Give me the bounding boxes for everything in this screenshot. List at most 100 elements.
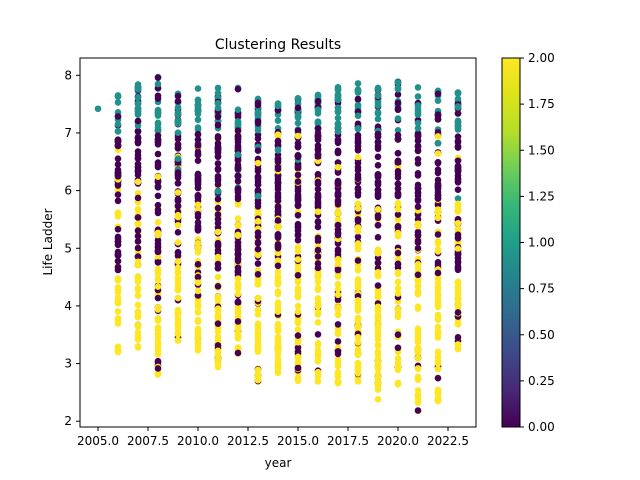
scatter-point [294, 339, 302, 346]
scatter-point [334, 191, 342, 198]
scatter-point [234, 151, 242, 158]
scatter-point [334, 303, 342, 311]
scatter-point [394, 355, 402, 362]
scatter-point [254, 311, 262, 318]
colorbar-tick-label: 1.00 [528, 236, 555, 250]
scatter-point [214, 354, 222, 362]
scatter-point [274, 326, 282, 334]
scatter-point [334, 291, 342, 299]
y-tick-label: 8 [64, 68, 72, 82]
scatter-point [234, 298, 242, 305]
scatter-point [294, 185, 302, 193]
scatter-point [254, 147, 262, 155]
scatter-point [174, 239, 182, 246]
scatter-point [374, 115, 382, 123]
scatter-point [194, 279, 202, 286]
scatter-point [314, 134, 322, 141]
y-axis-label: Life Ladder [41, 208, 55, 275]
scatter-point [374, 130, 382, 138]
scatter-point [254, 306, 262, 314]
scatter-point [154, 159, 162, 166]
scatter-point [214, 121, 222, 129]
scatter-point [454, 90, 462, 97]
scatter-point [414, 344, 422, 351]
scatter-point [354, 297, 362, 304]
scatter-point [394, 224, 402, 232]
scatter-point [434, 269, 442, 277]
scatter-point [434, 328, 442, 335]
scatter-point [154, 173, 162, 180]
scatter-point [314, 223, 322, 231]
scatter-point [394, 201, 402, 208]
scatter-point [334, 321, 342, 328]
scatter-point [234, 195, 242, 203]
scatter-point [234, 127, 242, 134]
scatter-point [454, 333, 462, 341]
scatter-point [374, 396, 382, 403]
scatter-point [434, 214, 442, 222]
scatter-point [194, 85, 202, 92]
scatter-point [434, 231, 442, 238]
scatter-point [254, 346, 262, 354]
scatter-point [254, 245, 262, 253]
scatter-point [254, 373, 262, 380]
scatter-point [314, 125, 322, 132]
scatter-point [214, 204, 222, 212]
scatter-point [354, 322, 362, 330]
scatter-point [414, 93, 422, 100]
scatter-point [154, 201, 162, 209]
scatter-point [134, 329, 142, 336]
scatter-point [374, 110, 382, 117]
scatter-point [174, 104, 182, 111]
scatter-point [354, 240, 362, 247]
scatter-point [154, 231, 162, 239]
x-axis-label: year [265, 456, 292, 470]
scatter-point [114, 191, 122, 198]
scatter-point [334, 329, 342, 336]
scatter-point [154, 294, 162, 302]
colorbar-tick-label: 0.75 [528, 282, 555, 296]
scatter-point [114, 294, 122, 301]
scatter-point [194, 180, 202, 187]
scatter-point [394, 359, 402, 367]
scatter-point [334, 311, 342, 318]
scatter-point [174, 268, 182, 276]
scatter-point [374, 269, 382, 276]
scatter-point [254, 159, 262, 167]
scatter-point [274, 131, 282, 139]
scatter-point [134, 154, 142, 162]
scatter-point [414, 354, 422, 362]
scatter-point [114, 182, 122, 189]
scatter-point [194, 273, 202, 281]
scatter-point [434, 150, 442, 157]
scatter-point [194, 219, 202, 226]
scatter-point [154, 163, 162, 171]
scatter-point [194, 261, 202, 268]
scatter-point [414, 119, 422, 127]
scatter-point [354, 131, 362, 139]
scatter-point [134, 205, 142, 213]
scatter-point [274, 203, 282, 210]
scatter-point [394, 174, 402, 181]
scatter-point [134, 275, 142, 283]
scatter-point [294, 232, 302, 239]
scatter-point [334, 163, 342, 171]
scatter-point [134, 110, 142, 118]
scatter-point [234, 275, 242, 282]
scatter-point [294, 171, 302, 179]
scatter-point [434, 296, 442, 303]
scatter-point [94, 105, 102, 113]
scatter-point [174, 135, 182, 143]
scatter-point [154, 365, 162, 372]
scatter-point [454, 208, 462, 215]
scatter-point [294, 227, 302, 235]
scatter-point [174, 337, 182, 344]
scatter-point [194, 344, 202, 352]
scatter-point [254, 340, 262, 348]
scatter-point [254, 271, 262, 278]
x-axis-ticks: 2005.0 2007.5 2010.0 2012.5 2015.0 2017.5 2020… [77, 427, 469, 448]
scatter-point [274, 308, 282, 315]
scatter-point [174, 179, 182, 187]
scatter-point [214, 293, 222, 301]
scatter-point [294, 119, 302, 127]
